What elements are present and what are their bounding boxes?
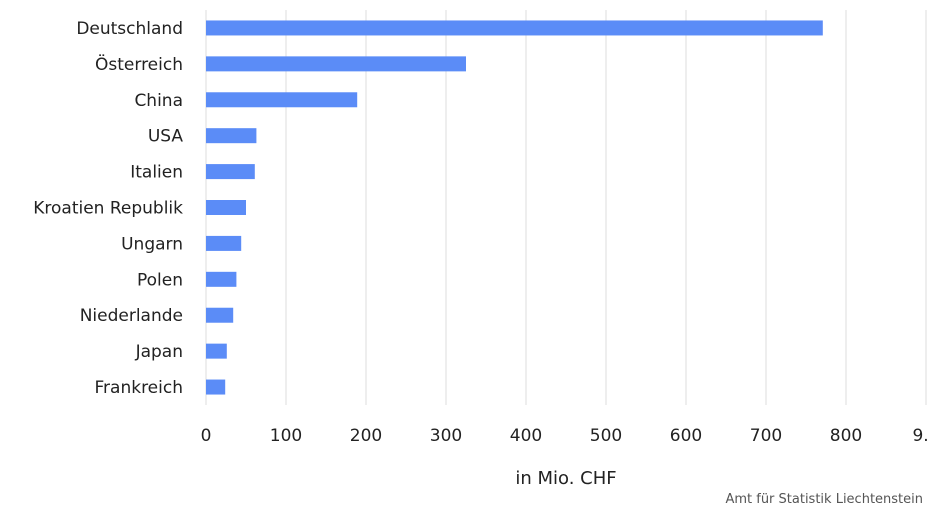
category-label: Kroatien Republik: [33, 199, 183, 219]
bar: [206, 164, 255, 180]
x-tick-label: 100: [270, 426, 302, 446]
bar: [206, 235, 242, 251]
x-axis-title: in Mio. CHF: [515, 468, 616, 489]
bar-chart: Deutschland Österreich China USA Italien Kroa…: [33, 10, 927, 489]
category-label: Niederlande: [80, 306, 183, 326]
gridlines: [205, 10, 927, 405]
bar: [206, 20, 823, 36]
source-note: Amt für Statistik Liechtenstein: [725, 492, 923, 507]
x-tick-label: 200: [350, 426, 382, 446]
x-tick-label: 0: [201, 426, 212, 446]
bar: [206, 200, 246, 215]
category-label: Frankreich: [95, 378, 184, 398]
bars: [206, 20, 823, 395]
x-tick-label: 500: [590, 426, 622, 446]
category-label: China: [134, 91, 183, 111]
x-tick-label: 300: [430, 426, 462, 446]
x-tick-label: 9...: [912, 426, 927, 446]
category-label: Österreich: [95, 53, 183, 75]
category-label: USA: [148, 127, 184, 147]
category-label: Italien: [130, 163, 183, 183]
category-label: Deutschland: [76, 19, 183, 39]
x-tick-label: 800: [830, 426, 862, 446]
bar: [206, 271, 237, 287]
bar: [206, 56, 466, 72]
bar: [206, 307, 234, 323]
x-tick-labels: 0 100 200 300 400 500 600 700 800 9...: [201, 426, 927, 446]
x-tick-label: 600: [670, 426, 702, 446]
bar: [206, 343, 227, 359]
category-label: Ungarn: [121, 234, 183, 254]
x-tick-label: 400: [510, 426, 542, 446]
category-labels: Deutschland Österreich China USA Italien Kroa…: [33, 19, 183, 398]
category-label: Japan: [135, 342, 183, 362]
x-tick-label: 700: [750, 426, 782, 446]
bar: [206, 379, 226, 395]
bar: [206, 92, 358, 108]
bar: [206, 128, 257, 144]
category-label: Polen: [137, 270, 183, 290]
